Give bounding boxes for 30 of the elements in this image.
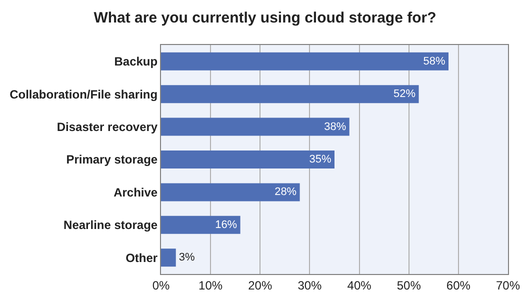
data-label: 16% [215, 218, 238, 231]
x-tick-label: 40% [347, 278, 372, 292]
data-label: 3% [178, 252, 195, 264]
y-tick-label: Other [126, 250, 158, 265]
data-label: 58% [423, 55, 446, 68]
data-label: 52% [394, 88, 416, 100]
x-tick-label: 20% [248, 278, 272, 292]
data-label: 38% [324, 120, 346, 133]
y-tick-label: Disaster recovery [56, 120, 158, 134]
y-tick-label: Backup [114, 54, 158, 69]
bar [161, 216, 240, 234]
x-tick-label: 60% [446, 278, 471, 292]
bar [161, 52, 449, 70]
bar [161, 248, 176, 267]
y-tick-label: Collaboration/File sharing [10, 87, 158, 102]
y-tick-label: Archive [114, 185, 158, 200]
bar [161, 150, 334, 168]
bar [161, 183, 300, 202]
data-label: 35% [309, 154, 332, 166]
bar [161, 118, 350, 136]
y-tick-label: Nearline storage [64, 218, 158, 232]
x-tick-label: 10% [198, 278, 223, 292]
y-tick-label: Primary storage [66, 152, 158, 167]
data-label: 28% [274, 186, 297, 198]
bar [161, 85, 419, 104]
x-tick-label: 50% [396, 278, 422, 292]
x-tick-label: 30% [298, 278, 322, 292]
chart-title: What are you currently using cloud storage for? [94, 10, 436, 27]
x-tick-label: 0% [152, 278, 170, 292]
x-tick-label: 70% [496, 278, 520, 292]
